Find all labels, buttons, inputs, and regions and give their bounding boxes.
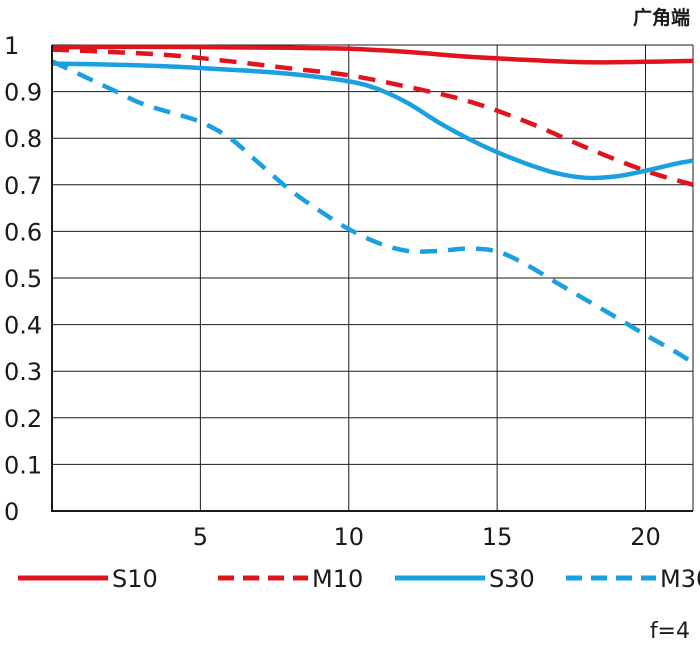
y-tick-label: 0.1 bbox=[4, 451, 42, 479]
chart-title: 广角端 bbox=[633, 6, 690, 29]
legend-label-s10: S10 bbox=[112, 565, 158, 593]
x-tick-label: 15 bbox=[482, 523, 513, 551]
series-line-s10 bbox=[51, 44, 694, 65]
aperture-annotation: f=4 bbox=[650, 619, 690, 644]
y-tick-label: 0.3 bbox=[4, 358, 42, 386]
series-line-s30 bbox=[51, 61, 694, 181]
x-tick-label: 5 bbox=[193, 523, 208, 551]
series-line-m10 bbox=[51, 47, 694, 187]
legend-label-s30: S30 bbox=[489, 565, 535, 593]
tick-labels: 00.10.20.30.40.50.60.70.80.915 10 15 20 bbox=[4, 32, 661, 551]
y-tick-label: 0.7 bbox=[4, 172, 42, 200]
y-tick-label: 0.4 bbox=[4, 312, 42, 340]
y-tick-label: 0.9 bbox=[4, 79, 42, 107]
y-tick-label: 0.8 bbox=[4, 125, 42, 153]
y-tick-label: 0.6 bbox=[4, 218, 42, 246]
x-tick-label: 20 bbox=[630, 523, 661, 551]
legend-label-m10: M10 bbox=[312, 565, 363, 593]
axes bbox=[51, 45, 693, 512]
y-tick-label: 0 bbox=[4, 498, 19, 526]
y-tick-label: 0.2 bbox=[4, 405, 42, 433]
y-tick-label: 1 bbox=[4, 32, 19, 60]
series-line-m30 bbox=[51, 59, 695, 365]
grid bbox=[52, 44, 694, 511]
legend: S10 M10 S30 M30 bbox=[18, 565, 700, 593]
legend-label-m30: M30 bbox=[660, 565, 700, 593]
x-tick-label: 10 bbox=[333, 523, 364, 551]
series-lines bbox=[51, 44, 695, 365]
y-tick-label: 0.5 bbox=[4, 265, 42, 293]
